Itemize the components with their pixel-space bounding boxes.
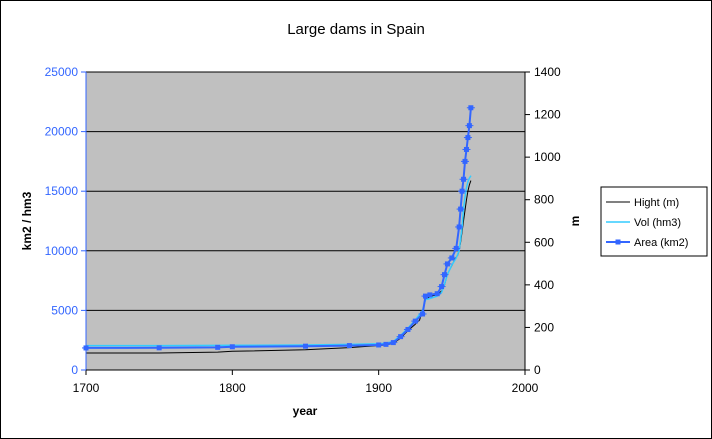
- tick-labels: 1700 1800 1900 2000050001000015000200002500…: [45, 65, 561, 395]
- y-right-tick-label-7: 1400: [534, 65, 561, 79]
- gridlines: [86, 71, 525, 311]
- x-tick-label-2: 1900: [365, 381, 392, 395]
- legend-label-vol-hm3: Vol (hm3): [634, 217, 681, 229]
- y-left-tick-label-3: 15000: [45, 184, 79, 198]
- y-right-tick-label-0: 0: [534, 363, 541, 377]
- y-right-tick-label-1: 200: [534, 320, 554, 334]
- legend: Hight (m) Vol (hm3) Area (km2): [600, 186, 708, 257]
- x-tick-label-0: 1700: [73, 381, 100, 395]
- y-axis-label-left: km2 / hm3: [20, 191, 34, 250]
- plot-area: [85, 71, 526, 371]
- y-right-tick-label-2: 400: [534, 278, 554, 292]
- axes: [81, 71, 530, 375]
- x-tick-label-1: 1800: [219, 381, 246, 395]
- y-left-tick-label-0: 0: [71, 363, 78, 377]
- legend-label-area-km2: Area (km2): [634, 237, 688, 249]
- y-left-tick-label-5: 25000: [45, 65, 79, 79]
- x-axis-label: year: [293, 404, 318, 418]
- series-line-area-km2: [85, 107, 472, 349]
- y-left-tick-label-2: 10000: [45, 244, 79, 258]
- series-line-hight-m: [86, 180, 472, 354]
- legend-label-hight-m: Hight (m): [634, 197, 679, 209]
- series-line-vol-hm3: [86, 175, 472, 347]
- y-left-tick-label-1: 5000: [51, 303, 78, 317]
- y-right-tick-label-6: 1200: [534, 108, 561, 122]
- chart-title: Large dams in Spain: [287, 21, 425, 38]
- y-right-tick-label-3: 600: [534, 235, 554, 249]
- y-right-tick-label-5: 1000: [534, 150, 561, 164]
- y-left-tick-label-4: 20000: [45, 125, 79, 139]
- series-layer: [82, 105, 475, 354]
- y-axis-label-right: m: [568, 216, 582, 227]
- x-tick-label-3: 2000: [512, 381, 539, 395]
- y-right-tick-label-4: 800: [534, 193, 554, 207]
- legend-marker-area-km2: [615, 239, 621, 245]
